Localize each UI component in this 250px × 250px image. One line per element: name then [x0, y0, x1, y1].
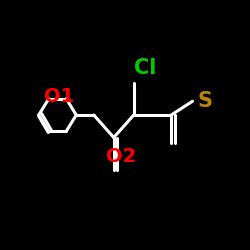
Text: O2: O2 [106, 147, 136, 166]
Text: O1: O1 [44, 87, 74, 106]
Text: S: S [198, 91, 212, 111]
Text: Cl: Cl [134, 58, 156, 78]
